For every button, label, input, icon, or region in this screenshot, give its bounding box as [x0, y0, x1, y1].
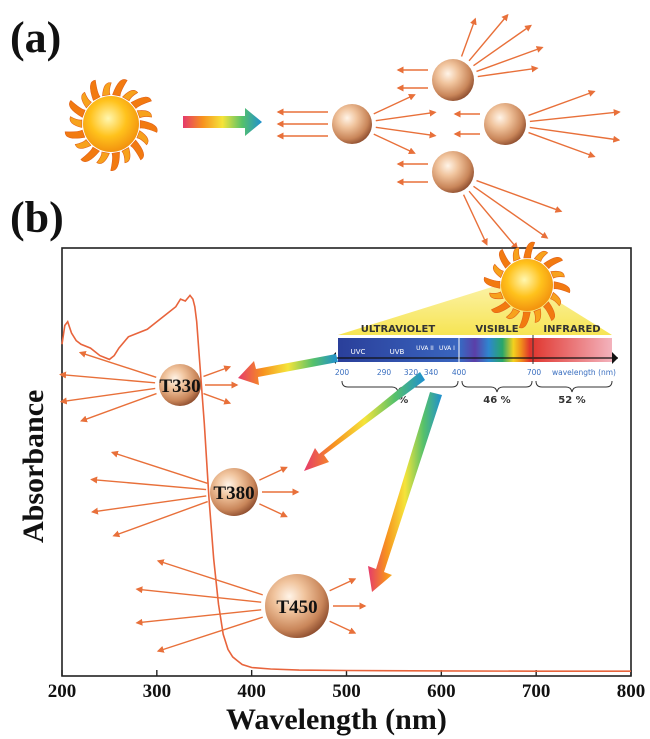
particle-sphere — [210, 468, 258, 516]
spectrum-to-particle-arrows — [238, 354, 442, 592]
band-uvc: UVC — [351, 348, 366, 356]
particle-t330: T330 — [59, 350, 239, 423]
band-uva2: UVA II — [416, 345, 434, 352]
scatter-arrows — [396, 13, 544, 92]
panel-label-b: (b) — [10, 193, 64, 242]
y-axis-label: Absorbance — [17, 389, 50, 543]
scattering-particles-b: T330 T380 T450 — [59, 350, 367, 653]
panel-a — [64, 13, 621, 250]
particle-sphere — [332, 104, 372, 144]
x-tick-label: 200 — [47, 681, 77, 702]
sun-rays — [64, 79, 158, 171]
x-tick-label: 400 — [237, 681, 266, 702]
band-uvb: UVB — [390, 348, 405, 356]
scattering-particles — [276, 13, 621, 250]
percent-infrared: 52 % — [558, 395, 585, 406]
particle-sphere — [432, 59, 474, 101]
spectrum-tick: 320 — [404, 368, 419, 377]
x-tick-label: 500 — [332, 681, 361, 702]
particle-t450: T450 — [135, 559, 367, 653]
band-uva1: UVA I — [439, 345, 455, 352]
region-label-infrared: INFRARED — [543, 324, 600, 335]
scatter-arrows — [396, 160, 563, 250]
sun-disc — [501, 259, 553, 311]
scatter-arrows — [135, 559, 367, 653]
percent-uv: 4 % — [388, 395, 408, 406]
particle-label: T450 — [276, 597, 317, 618]
brace-infrared — [535, 380, 613, 393]
region-label-visible: VISIBLE — [475, 324, 518, 335]
scattering-particle — [276, 94, 437, 154]
gradient-arrow-t330 — [238, 354, 338, 385]
scattering-particle — [453, 90, 621, 158]
spectrum-ticks: 200 290 320 340 400 700 wavelength (nm) — [335, 368, 616, 377]
particle-label: T380 — [213, 483, 254, 504]
spectrum-arrow-right — [612, 352, 618, 364]
panel-label-a: (a) — [10, 13, 62, 62]
sun-rays — [483, 241, 571, 329]
particle-sphere — [484, 103, 526, 145]
gradient-arrow-t380 — [304, 372, 425, 471]
spectrum-tick: 290 — [377, 368, 392, 377]
scattering-particle — [396, 13, 544, 101]
scatter-arrows — [90, 450, 300, 538]
wavelength-unit-label: wavelength (nm) — [552, 368, 616, 377]
sun-icon — [483, 241, 571, 329]
brace-visible — [461, 380, 533, 393]
percent-visible: 46 % — [483, 395, 510, 406]
particle-label: T330 — [159, 376, 200, 397]
spectrum-tick: 700 — [527, 368, 542, 377]
scatter-arrows — [453, 90, 621, 158]
spectrum-tick: 400 — [452, 368, 467, 377]
scatter-arrows — [59, 350, 239, 423]
absorbance-curve — [61, 294, 631, 672]
panel-b: ULTRAVIOLET VISIBLE INFRARED UVC UVB UVA… — [59, 241, 632, 677]
x-axis-label: Wavelength (nm) — [226, 703, 447, 736]
particle-sphere — [265, 574, 329, 638]
scattering-particle — [396, 151, 563, 250]
sun-icon — [64, 79, 158, 171]
spectrum-tick: 340 — [424, 368, 439, 377]
x-tick-label: 800 — [616, 681, 646, 702]
particle-sphere — [159, 364, 201, 406]
scatter-arrows — [276, 94, 437, 154]
particle-sphere — [432, 151, 474, 193]
x-tick-label: 700 — [521, 681, 551, 702]
gradient-arrow-t450 — [368, 392, 442, 592]
solar-spectrum-inset: ULTRAVIOLET VISIBLE INFRARED UVC UVB UVA… — [330, 241, 618, 406]
sun-disc — [83, 96, 139, 152]
particle-t380: T380 — [90, 450, 300, 538]
x-tick-label: 600 — [427, 681, 456, 702]
gradient-arrow — [183, 108, 262, 136]
x-tick-label: 300 — [142, 681, 172, 702]
spectrum-tick: 200 — [335, 368, 350, 377]
region-label-ultraviolet: ULTRAVIOLET — [361, 324, 436, 335]
